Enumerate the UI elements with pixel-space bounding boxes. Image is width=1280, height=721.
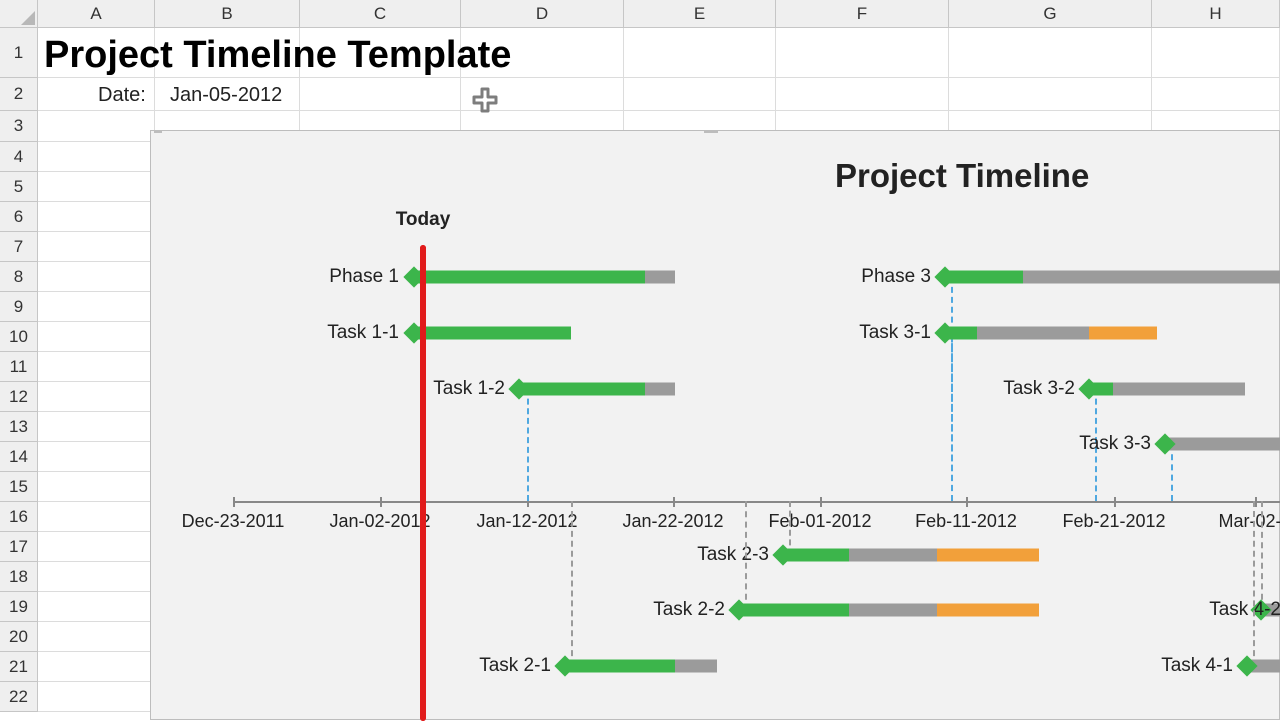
col-head-G[interactable]: G [949,0,1152,28]
gantt-bar-segment [937,549,1039,562]
row-head-3[interactable]: 3 [0,111,38,142]
row-head-15[interactable]: 15 [0,472,38,502]
row-head-20[interactable]: 20 [0,622,38,652]
row-head-19[interactable]: 19 [0,592,38,622]
gantt-bar-segment [565,660,675,673]
gantt-bar-segment [945,271,1023,284]
gantt-bar-segment [1089,327,1157,340]
row-head-9[interactable]: 9 [0,292,38,322]
row-head-7[interactable]: 7 [0,232,38,262]
gantt-bar-segment [645,383,675,396]
axis-tick-label: Feb-11-2012 [915,511,1017,532]
chart-title: Project Timeline [835,157,1089,195]
axis-tick-label: Feb-21-2012 [1062,511,1165,532]
row-head-8[interactable]: 8 [0,262,38,292]
select-all-corner[interactable] [0,0,38,28]
row-head-22[interactable]: 22 [0,682,38,712]
gantt-bar-segment [977,327,1089,340]
task-label: Task 1-2 [433,378,505,400]
axis-tick-label: Jan-02-2012 [329,511,430,532]
drop-line [951,333,953,501]
task-label: Phase 3 [861,266,931,288]
task-label: Task 4-2 [1209,599,1280,621]
today-line [420,245,426,721]
task-label: Task 3-2 [1003,378,1075,400]
gantt-bar-segment [645,271,675,284]
drop-line [745,501,747,610]
col-head-E[interactable]: E [624,0,776,28]
date-value: Jan-05-2012 [170,84,282,107]
col-head-A[interactable]: A [38,0,155,28]
axis-tick-label: Mar-02-2 [1218,511,1280,532]
row-head-17[interactable]: 17 [0,532,38,562]
col-head-H[interactable]: H [1152,0,1280,28]
row-head-2[interactable]: 2 [0,78,38,111]
row-head-18[interactable]: 18 [0,562,38,592]
task-label: Task 3-3 [1079,433,1151,455]
task-label: Task 4-1 [1161,655,1233,677]
gantt-bar-segment [675,660,717,673]
gantt-bar-segment [414,271,645,284]
axis-tick-label: Feb-01-2012 [768,511,871,532]
gantt-bar-segment [414,327,571,340]
row-head-6[interactable]: 6 [0,202,38,232]
task-label: Task 2-2 [653,599,725,621]
drop-line [1261,501,1263,610]
drop-line [527,389,529,501]
col-head-B[interactable]: B [155,0,300,28]
row-head-12[interactable]: 12 [0,382,38,412]
row-head-16[interactable]: 16 [0,502,38,532]
task-label: Task 2-1 [479,655,551,677]
task-label: Task 3-1 [859,322,931,344]
page-title: Project Timeline Template [44,34,511,77]
row-head-13[interactable]: 13 [0,412,38,442]
gantt-bar-segment [937,604,1039,617]
row-head-11[interactable]: 11 [0,352,38,382]
today-label: Today [396,209,451,231]
row-head-1[interactable]: 1 [0,28,38,78]
row-head-10[interactable]: 10 [0,322,38,352]
col-head-F[interactable]: F [776,0,949,28]
axis-tick-label: Jan-22-2012 [622,511,723,532]
drop-line [571,501,573,666]
drop-line [789,501,791,555]
axis-tick-label: Jan-12-2012 [476,511,577,532]
gantt-bar-segment [519,383,645,396]
date-label: Date: [98,84,146,107]
gantt-bar-segment [1113,383,1245,396]
gantt-bar-segment [1165,438,1280,451]
drop-line [1171,444,1173,501]
task-label: Phase 1 [329,266,399,288]
gantt-bar-segment [1023,271,1280,284]
gantt-bar-segment [739,604,849,617]
axis-tick-label: Dec-23-2011 [182,511,285,532]
row-head-21[interactable]: 21 [0,652,38,682]
col-head-C[interactable]: C [300,0,461,28]
cell-cursor-icon [471,86,499,114]
row-head-5[interactable]: 5 [0,172,38,202]
drop-line [1253,501,1255,666]
task-label: Task 2-3 [697,544,769,566]
row-head-14[interactable]: 14 [0,442,38,472]
row-head-4[interactable]: 4 [0,142,38,172]
timeline-chart[interactable]: Project Timeline Dec-23-2011 Jan-02-2012 Ja… [150,130,1280,720]
gantt-bar-segment [849,549,937,562]
task-label: Task 1-1 [327,322,399,344]
col-head-D[interactable]: D [461,0,624,28]
gantt-bar-segment [849,604,937,617]
